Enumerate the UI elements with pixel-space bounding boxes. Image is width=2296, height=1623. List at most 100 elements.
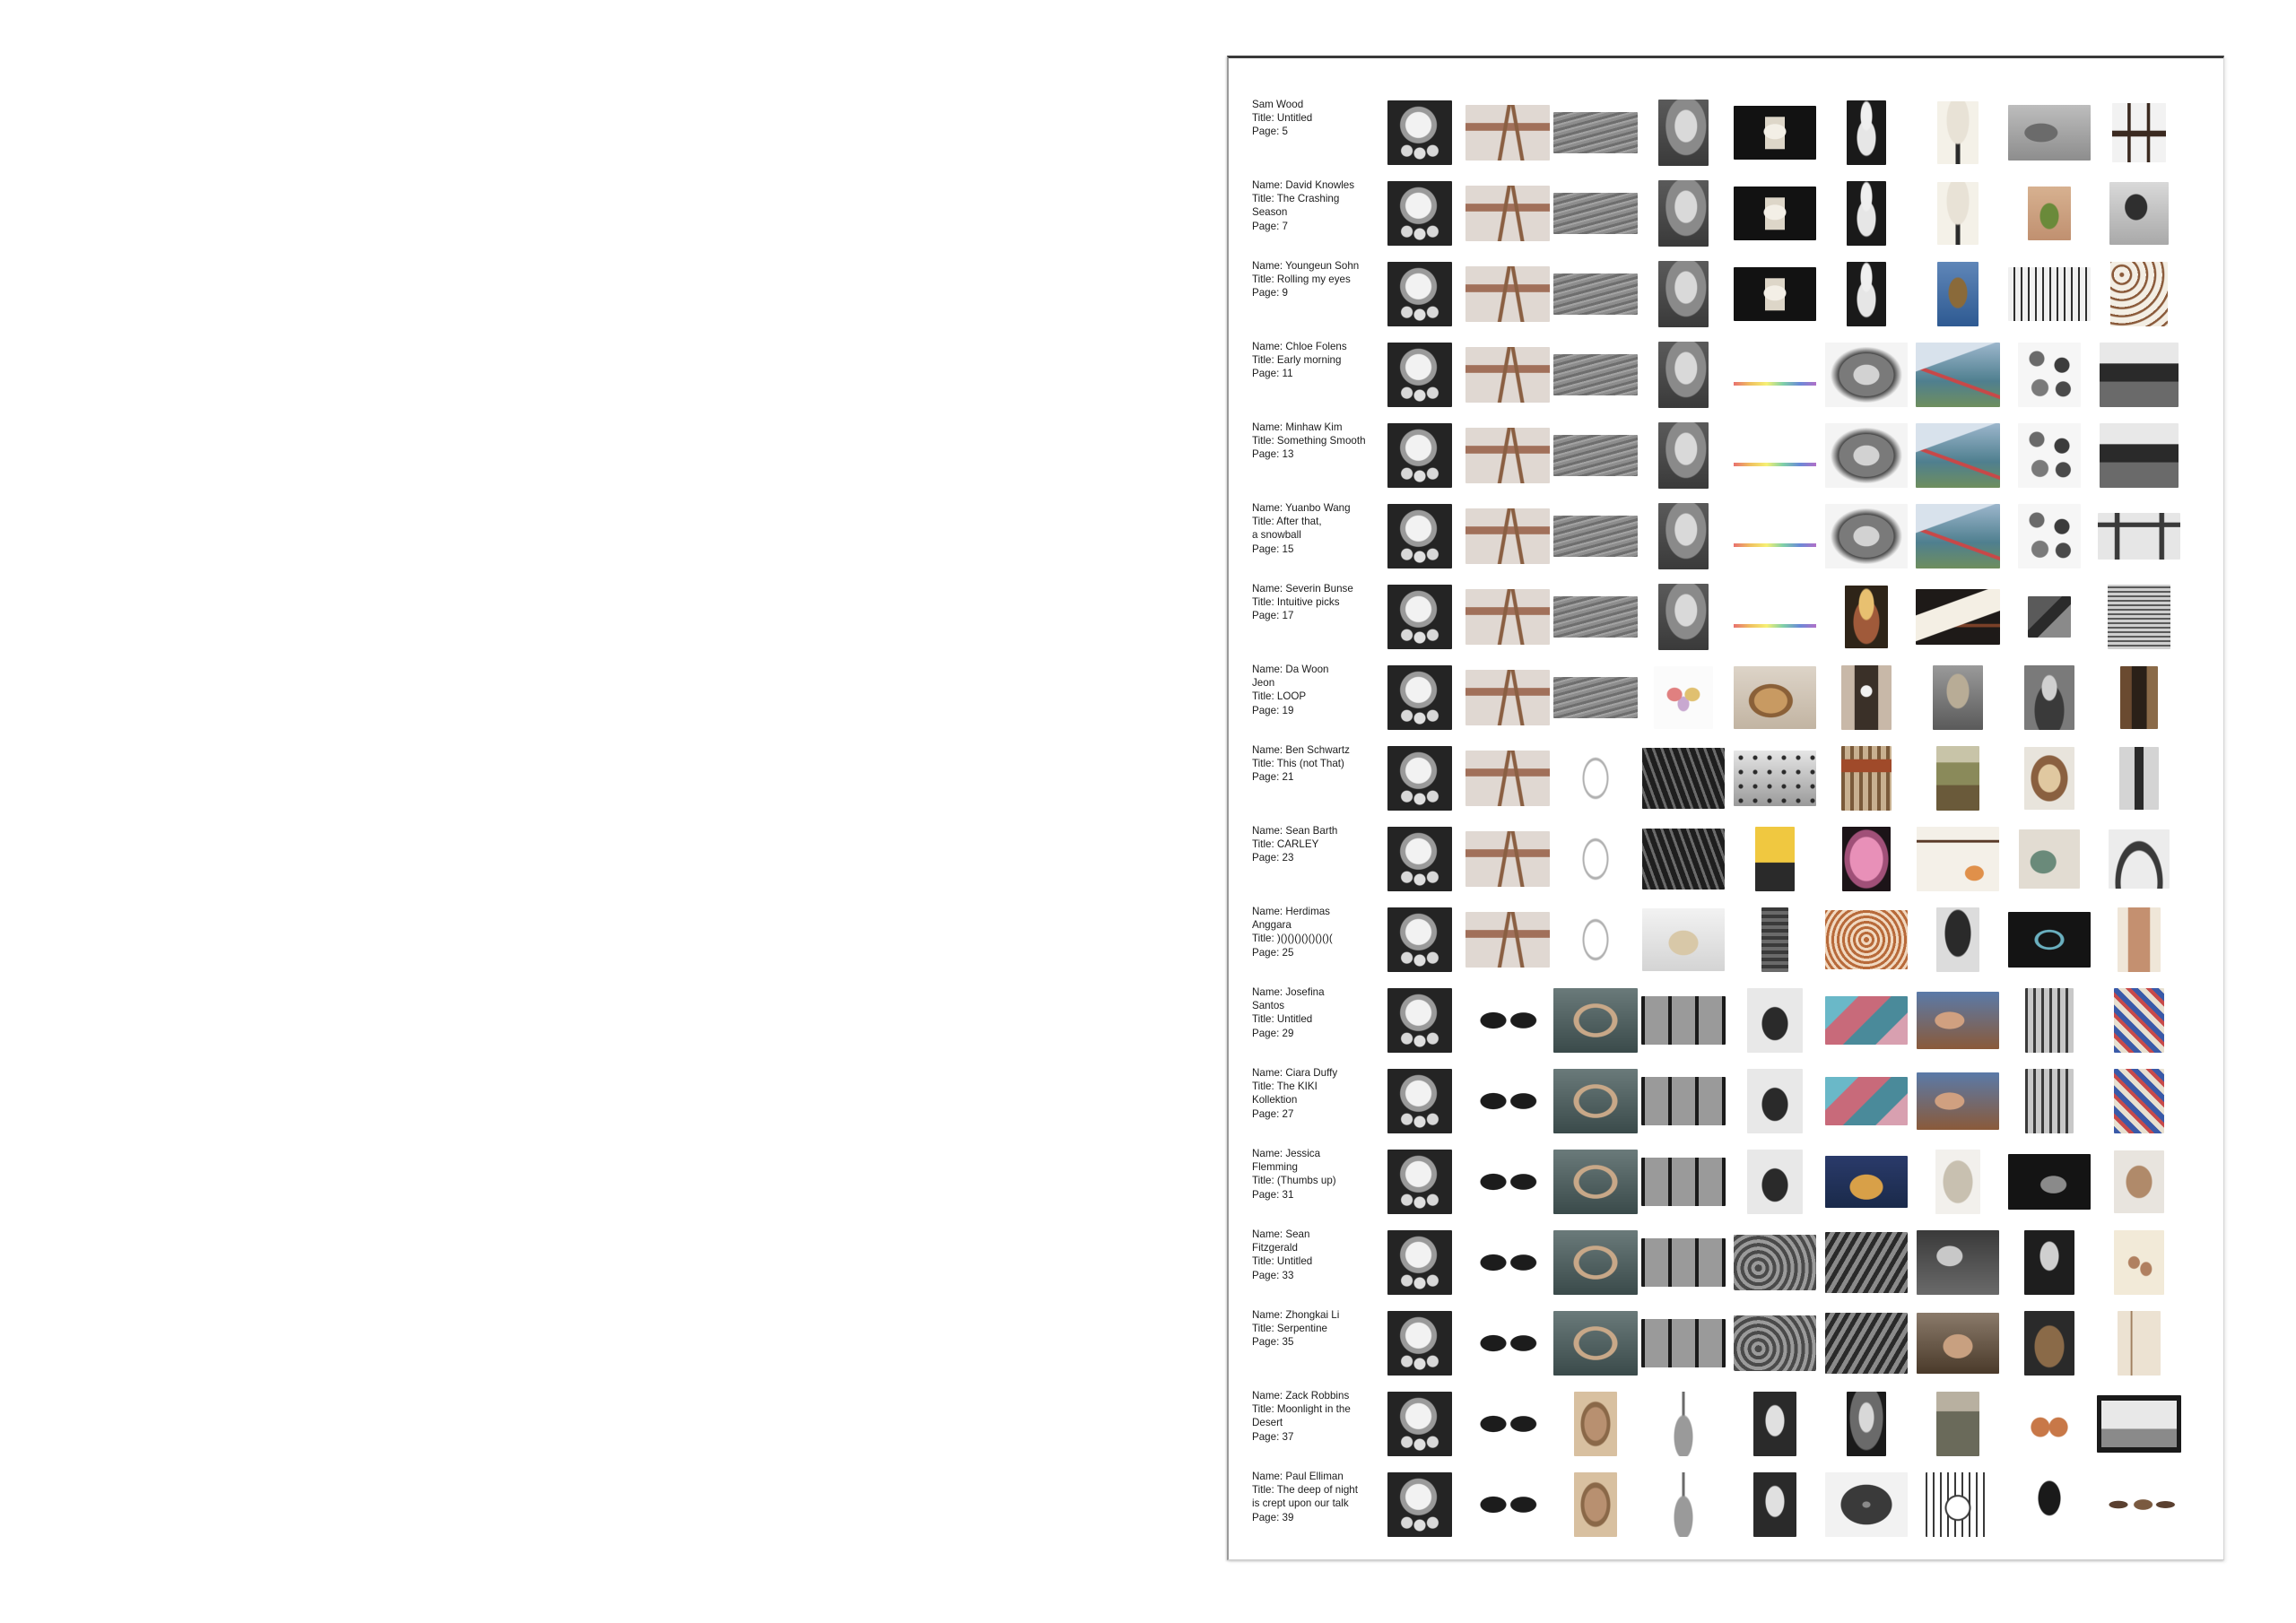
thumbnail-slot bbox=[1377, 584, 1463, 650]
thumbnail-slot bbox=[1915, 826, 2001, 892]
thumbnail-slot bbox=[1552, 1068, 1639, 1134]
moon-crescent-icon bbox=[1387, 1069, 1452, 1133]
wooden-deer-icon bbox=[1465, 912, 1550, 968]
thumbnail-slot bbox=[1377, 503, 1463, 569]
fist-sculpture-icon bbox=[1658, 422, 1709, 489]
thumbnail-slot bbox=[2096, 664, 2182, 731]
ruin-photo-icon bbox=[1936, 1392, 1979, 1456]
thumbnail-slot bbox=[1465, 1149, 1551, 1215]
black-stones-icon bbox=[1472, 1070, 1544, 1133]
entry-row: Name: Minhaw Kim Title: Something Smooth P… bbox=[1229, 421, 2223, 501]
caption-line: Title: The deep of night bbox=[1252, 1484, 1358, 1497]
handprint-paper-icon bbox=[2114, 1230, 2164, 1295]
caption-line: Title: Early morning bbox=[1252, 354, 1342, 367]
fist-sculpture-icon bbox=[1658, 503, 1709, 569]
caption-line: Name: Yuanbo Wang bbox=[1252, 502, 1351, 514]
wooden-deer-icon bbox=[1465, 751, 1550, 806]
thumbnail-slot bbox=[1732, 664, 1818, 731]
caption-line: Title: Something Smooth bbox=[1252, 435, 1366, 447]
caption-line: Name: Chloe Folens bbox=[1252, 341, 1347, 352]
reclining-photo-icon bbox=[1917, 1313, 1999, 1374]
framed-landscape-icon bbox=[2097, 1395, 2181, 1453]
terracotta-figures-icon bbox=[2024, 1392, 2074, 1456]
caption-line: Page: 7 bbox=[1252, 220, 1288, 232]
thumbnail-slot bbox=[1640, 261, 1726, 327]
thumbnail-slot bbox=[1915, 1471, 2001, 1538]
ornament-frame-icon bbox=[1926, 1472, 1990, 1537]
thumbnail-slot bbox=[1915, 342, 2001, 408]
thumbnail-slot bbox=[1823, 1391, 1909, 1457]
caption-line: Page: 39 bbox=[1252, 1511, 1294, 1523]
ear-relief-icon bbox=[1574, 1472, 1617, 1537]
moon-crescent-icon bbox=[1387, 988, 1452, 1053]
venus-statue-icon bbox=[1847, 181, 1886, 246]
yellow-interior-icon bbox=[1755, 827, 1795, 891]
thumbnail-slot bbox=[2096, 584, 2182, 650]
caption-line: Page: 33 bbox=[1252, 1269, 1294, 1281]
brown-sketch-icon bbox=[2118, 1311, 2161, 1376]
thumbnail-slot bbox=[1552, 1310, 1639, 1376]
caption-line: Page: 19 bbox=[1252, 704, 1294, 716]
fist-sculpture-icon bbox=[1658, 261, 1709, 327]
thumbnail-slot bbox=[2006, 987, 2092, 1054]
thumbnail-slot bbox=[1465, 342, 1551, 408]
thumbnail-slot bbox=[2096, 180, 2182, 247]
thumbnail-slot bbox=[2006, 180, 2092, 247]
caption-line: Page: 35 bbox=[1252, 1336, 1294, 1349]
dancer-photo-icon bbox=[2024, 1472, 2074, 1537]
caption-line: Title: CARLEY bbox=[1252, 838, 1319, 851]
thumbnail-slot bbox=[1640, 503, 1726, 569]
caption-line: Page: 21 bbox=[1252, 771, 1294, 784]
caption-line: Title: (Thumbs up) bbox=[1252, 1175, 1336, 1187]
moon-crescent-icon bbox=[1387, 585, 1452, 649]
entry-row: Name: Severin Bunse Title: Intuitive pick… bbox=[1229, 582, 2223, 663]
thumbnail-slot bbox=[1915, 745, 2001, 812]
thumbnail-slot bbox=[1915, 584, 2001, 650]
venus-statue-icon bbox=[1847, 100, 1886, 165]
hanging-objects-icon bbox=[1917, 827, 1999, 891]
thumbnail-slot bbox=[1465, 422, 1551, 489]
workshop-photo-icon bbox=[1825, 1232, 1908, 1293]
thumbnail-slot bbox=[1732, 1068, 1818, 1134]
goblet-icon bbox=[1937, 182, 1979, 245]
caption-line: Name: Zack Robbins bbox=[1252, 1390, 1350, 1402]
color-spectrum-icon bbox=[1734, 508, 1816, 564]
thumbnail-slot bbox=[1377, 745, 1463, 812]
wooden-chair-icon bbox=[2112, 103, 2166, 162]
thumbnail-slot bbox=[1640, 584, 1726, 650]
thumbnail-slot bbox=[1732, 422, 1818, 489]
thumbnail-slot bbox=[1915, 100, 2001, 166]
thumbnail-slot bbox=[1732, 342, 1818, 408]
grey-texture-strip-icon bbox=[1553, 354, 1638, 395]
thumbnail-slot bbox=[1732, 745, 1818, 812]
bw-house-photo-icon bbox=[2100, 343, 2179, 407]
thumbnail-slot bbox=[1915, 1310, 2001, 1376]
thumbnail-slot bbox=[1552, 422, 1639, 489]
fist-sculpture-icon bbox=[1658, 584, 1709, 650]
thumbnail-slot bbox=[1732, 826, 1818, 892]
thumbnail-slot bbox=[1732, 503, 1818, 569]
crystal-cluster-icon bbox=[1825, 996, 1908, 1045]
rust-panel-icon bbox=[1841, 746, 1892, 811]
caption-line: Name: Youngeun Sohn bbox=[1252, 260, 1360, 272]
goat-sculpture-icon bbox=[1642, 908, 1725, 971]
caption-line: Page: 23 bbox=[1252, 852, 1294, 864]
thumbnail-slot bbox=[1552, 987, 1639, 1054]
thumbnail-slot bbox=[1552, 1391, 1639, 1457]
thumbnail-slot bbox=[1823, 1068, 1909, 1134]
caption-line: Page: 25 bbox=[1252, 946, 1294, 959]
caption-line: Name: Da Woon bbox=[1252, 664, 1329, 675]
rider-photo-icon bbox=[1747, 1069, 1803, 1133]
thumbnail-slot bbox=[2006, 584, 2092, 650]
color-spectrum-icon bbox=[1734, 347, 1816, 403]
entry-caption: Sam Wood Title: Untitled Page: 5 bbox=[1252, 98, 1369, 139]
thumbnail-slot bbox=[1915, 907, 2001, 973]
caption-line: Page: 13 bbox=[1252, 448, 1294, 461]
black-stones-icon bbox=[1472, 1150, 1544, 1213]
ornate-cabinet-icon bbox=[2108, 585, 2170, 649]
thumbnail-slot bbox=[2006, 1229, 2092, 1296]
pagoda-object-icon bbox=[1734, 187, 1816, 240]
thumbnail-slot bbox=[1552, 100, 1639, 166]
caption-line: Name: Sean Barth bbox=[1252, 825, 1338, 837]
thumbnail-slot bbox=[1732, 100, 1818, 166]
